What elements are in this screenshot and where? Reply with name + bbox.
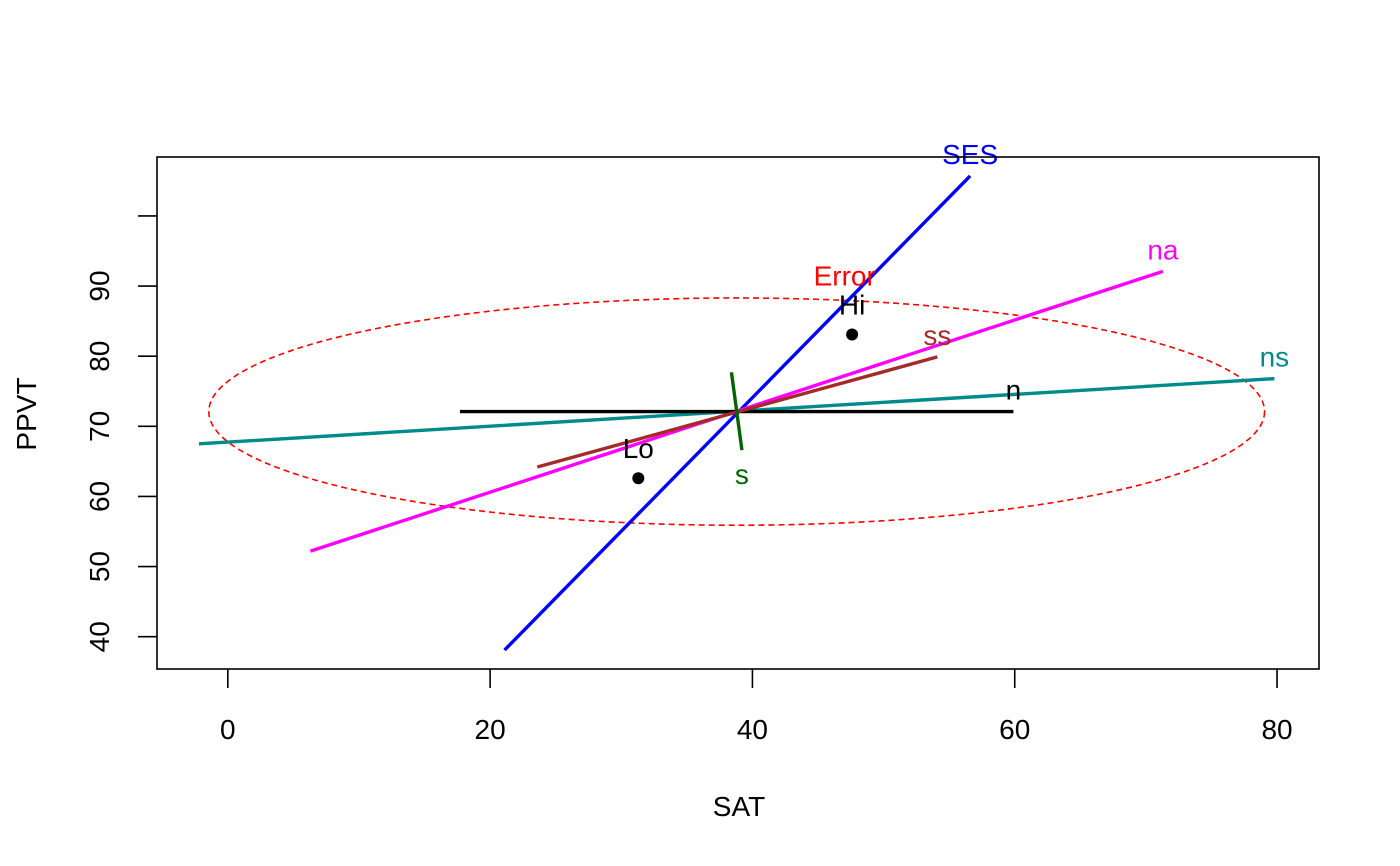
x-tick-label: 40 — [737, 714, 768, 745]
x-axis-title: SAT — [713, 791, 765, 822]
error-ellipse — [208, 297, 1266, 527]
y-tick-label: 60 — [84, 481, 115, 512]
point-label-hi: Hi — [839, 289, 865, 320]
series-line-s — [729, 372, 744, 451]
point-lo — [632, 472, 645, 485]
series-lines-layer — [198, 174, 1275, 652]
series-label-n: n — [1006, 375, 1022, 406]
points-layer — [632, 328, 859, 485]
y-axis-title: PPVT — [11, 377, 42, 450]
x-tick-label: 20 — [475, 714, 506, 745]
point-label-lo: Lo — [623, 433, 654, 464]
x-tick-label: 60 — [999, 714, 1030, 745]
y-tick-label: 40 — [84, 621, 115, 652]
point-hi — [846, 328, 859, 341]
plot-frame — [156, 156, 1320, 670]
axes-layer: 0 20 40 60 80 40 50 60 70 80 90 — [84, 156, 1320, 745]
y-tick-label: 50 — [84, 551, 115, 582]
y-tick-label: 70 — [84, 411, 115, 442]
series-label-ns: ns — [1260, 342, 1290, 373]
error-ellipse-layer — [208, 297, 1266, 527]
series-label-ses: SES — [942, 139, 998, 170]
y-tick-label: 80 — [84, 341, 115, 372]
series-label-ss: ss — [923, 320, 951, 351]
y-tick-label: 90 — [84, 270, 115, 301]
x-tick-label: 80 — [1261, 714, 1292, 745]
series-label-na: na — [1147, 234, 1179, 265]
series-label-s: s — [735, 459, 749, 490]
error-ellipse-label: Error — [814, 261, 876, 292]
x-tick-label: 0 — [220, 714, 236, 745]
